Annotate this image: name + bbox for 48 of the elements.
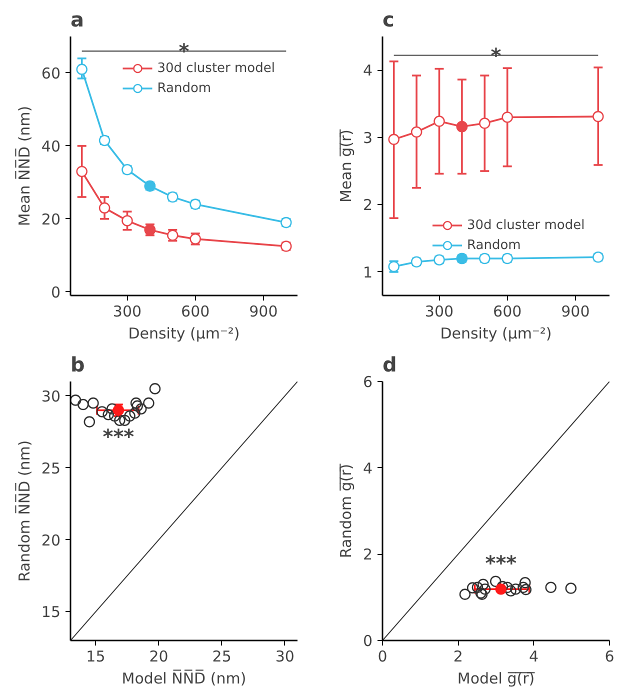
y-axis-title: Random g̅(̅r̅)̅ [336,462,355,558]
y-tick-label: 6 [362,373,373,391]
legend-label: 30d cluster model [157,60,275,76]
y-tick-label: 15 [41,603,61,622]
x-axis-title: Model g̅(̅r̅)̅ [457,670,536,688]
chart-title: d [382,352,397,376]
y-tick-label: 3 [362,128,373,147]
x-tick-label: 900 [249,302,278,320]
x-tick-label: 20 [149,648,168,666]
x-tick-label: 900 [561,302,590,320]
legend-label: 30d cluster model [467,218,585,232]
x-tick-label: 2 [453,648,463,666]
x-tick-label: 300 [424,302,454,320]
chart-title: a [70,8,84,32]
legend-label: Random [157,80,212,96]
y-tick-label: 60 [41,64,61,82]
y-tick-label: 40 [41,137,61,156]
x-axis-title: Density (μm⁻²) [440,324,552,342]
x-tick-label: 600 [493,302,522,320]
y-axis-title: Random N̅N̅D̅ (nm) [14,440,34,582]
x-axis-title: Model N̅N̅D̅ (nm) [122,668,246,688]
x-axis-title: Density (μm⁻²) [128,324,240,342]
x-tick-label: 6 [604,648,614,666]
x-tick-label: 300 [112,302,142,320]
y-axis-title: Mean g̅(̅r̅)̅ [336,128,355,203]
x-tick-label: 0 [378,648,388,666]
y-tick-label: 20 [41,210,61,228]
legend-label: Random [467,238,521,252]
annotation: *** [102,424,135,448]
x-tick-label: 30 [275,648,294,666]
y-tick-label: 4 [362,62,373,80]
y-tick-label: 2 [362,196,373,214]
chart-title: b [70,352,85,376]
y-tick-label: 4 [362,459,373,478]
y-tick-label: 0 [362,632,373,650]
y-tick-label: 2 [362,546,373,564]
x-tick-label: 4 [529,648,539,666]
annotation: *** [485,551,518,576]
y-tick-label: 20 [41,531,61,550]
x-tick-label: 15 [86,648,106,666]
y-tick-label: 1 [362,263,373,282]
y-tick-label: 0 [50,283,61,302]
y-axis-title: Mean N̅N̅D̅ (nm) [14,106,34,226]
x-tick-label: 25 [212,648,232,666]
y-tick-label: 25 [41,459,61,478]
x-tick-label: 600 [181,302,210,320]
chart-title: c [382,8,394,32]
y-tick-label: 30 [41,387,61,406]
